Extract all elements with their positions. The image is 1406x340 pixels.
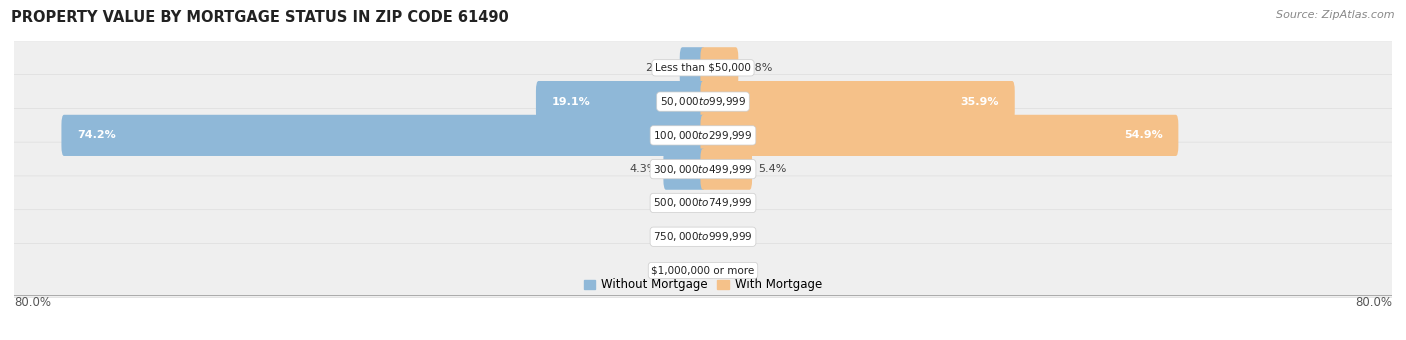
- Text: $50,000 to $99,999: $50,000 to $99,999: [659, 95, 747, 108]
- Text: 0.0%: 0.0%: [666, 266, 695, 275]
- Text: 54.9%: 54.9%: [1125, 130, 1163, 140]
- Text: 74.2%: 74.2%: [77, 130, 115, 140]
- FancyBboxPatch shape: [700, 149, 752, 190]
- Legend: Without Mortgage, With Mortgage: Without Mortgage, With Mortgage: [579, 273, 827, 296]
- Text: 0.0%: 0.0%: [711, 198, 740, 208]
- Text: 0.0%: 0.0%: [711, 266, 740, 275]
- Text: 5.4%: 5.4%: [758, 164, 786, 174]
- FancyBboxPatch shape: [700, 81, 1015, 122]
- Text: 19.1%: 19.1%: [551, 97, 591, 107]
- Text: $300,000 to $499,999: $300,000 to $499,999: [654, 163, 752, 176]
- FancyBboxPatch shape: [3, 176, 1403, 230]
- FancyBboxPatch shape: [664, 149, 706, 190]
- FancyBboxPatch shape: [536, 81, 706, 122]
- Text: 80.0%: 80.0%: [14, 296, 51, 309]
- FancyBboxPatch shape: [679, 47, 706, 88]
- Text: 2.4%: 2.4%: [645, 63, 673, 73]
- FancyBboxPatch shape: [700, 115, 1178, 156]
- FancyBboxPatch shape: [3, 74, 1403, 129]
- FancyBboxPatch shape: [3, 41, 1403, 95]
- Text: 80.0%: 80.0%: [1355, 296, 1392, 309]
- Text: 35.9%: 35.9%: [960, 97, 1000, 107]
- Text: 3.8%: 3.8%: [744, 63, 773, 73]
- Text: $100,000 to $299,999: $100,000 to $299,999: [654, 129, 752, 142]
- FancyBboxPatch shape: [3, 142, 1403, 196]
- FancyBboxPatch shape: [700, 47, 738, 88]
- Text: $1,000,000 or more: $1,000,000 or more: [651, 266, 755, 275]
- FancyBboxPatch shape: [3, 243, 1403, 298]
- Text: 0.0%: 0.0%: [666, 232, 695, 242]
- Text: 4.3%: 4.3%: [628, 164, 658, 174]
- Text: $750,000 to $999,999: $750,000 to $999,999: [654, 230, 752, 243]
- FancyBboxPatch shape: [3, 108, 1403, 163]
- FancyBboxPatch shape: [3, 210, 1403, 264]
- FancyBboxPatch shape: [62, 115, 706, 156]
- Text: Source: ZipAtlas.com: Source: ZipAtlas.com: [1277, 10, 1395, 20]
- Text: PROPERTY VALUE BY MORTGAGE STATUS IN ZIP CODE 61490: PROPERTY VALUE BY MORTGAGE STATUS IN ZIP…: [11, 10, 509, 25]
- Text: 0.0%: 0.0%: [666, 198, 695, 208]
- Text: 0.0%: 0.0%: [711, 232, 740, 242]
- Text: $500,000 to $749,999: $500,000 to $749,999: [654, 197, 752, 209]
- Text: Less than $50,000: Less than $50,000: [655, 63, 751, 73]
